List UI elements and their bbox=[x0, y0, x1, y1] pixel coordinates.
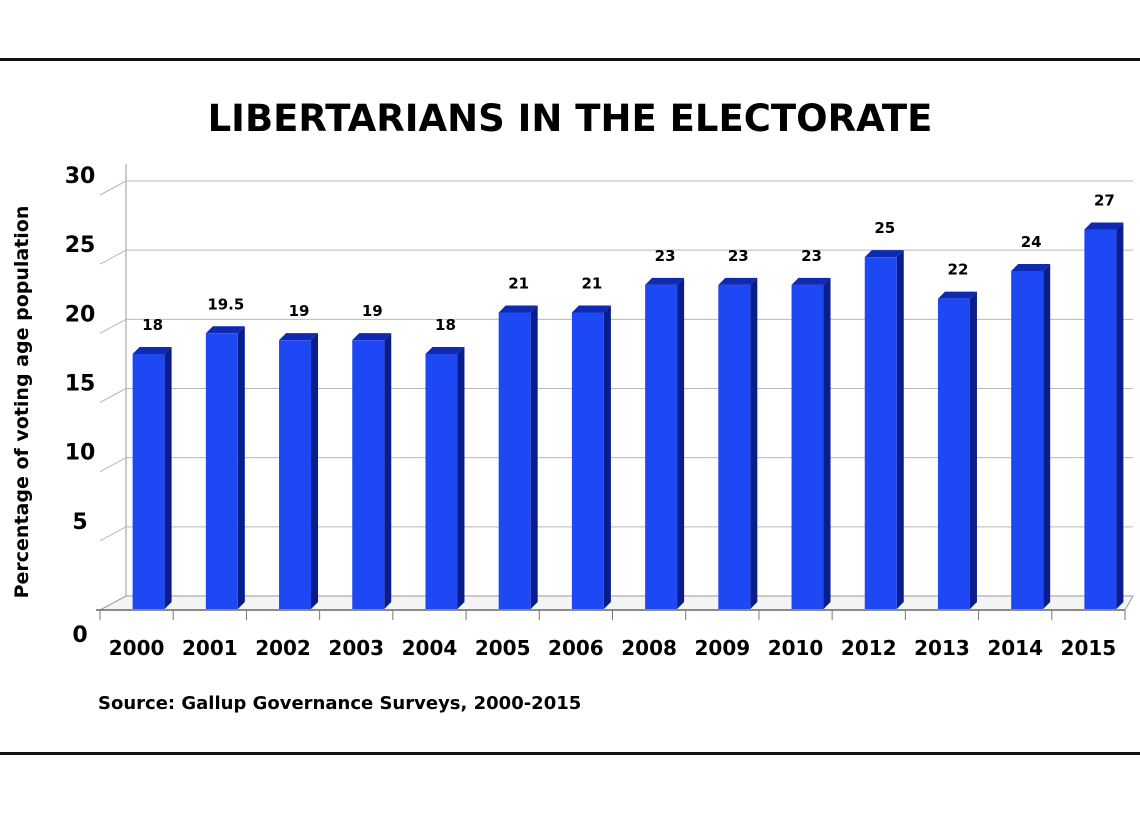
data-label: 18 bbox=[435, 316, 456, 334]
data-label: 19 bbox=[362, 302, 383, 320]
x-tick-label: 2005 bbox=[475, 636, 531, 660]
bar-side bbox=[896, 250, 904, 609]
data-label: 25 bbox=[874, 219, 895, 237]
top-rule bbox=[0, 58, 1140, 61]
bar bbox=[937, 298, 970, 609]
bar bbox=[132, 354, 165, 609]
data-label: 24 bbox=[1021, 233, 1042, 251]
bar-side bbox=[823, 277, 831, 609]
gridline-depth bbox=[99, 180, 127, 196]
y-tick-label: 5 bbox=[72, 510, 87, 535]
bar-side bbox=[164, 347, 172, 609]
x-tick-label: 2004 bbox=[402, 636, 458, 660]
bar-top bbox=[571, 305, 611, 313]
bar bbox=[645, 284, 678, 609]
x-tick-label: 2010 bbox=[768, 636, 824, 660]
x-tick-label: 2014 bbox=[987, 636, 1043, 660]
y-tick-label: 0 bbox=[72, 623, 87, 648]
data-label: 23 bbox=[655, 247, 676, 265]
bar-top bbox=[205, 326, 245, 334]
bar-side bbox=[603, 305, 611, 609]
data-label: 21 bbox=[508, 275, 529, 293]
bar-top bbox=[498, 305, 538, 313]
gridline-depth bbox=[99, 388, 127, 403]
gridline-depth bbox=[99, 526, 127, 542]
bar-top bbox=[937, 291, 977, 299]
bar bbox=[1011, 271, 1044, 609]
y-tick-label: 25 bbox=[65, 233, 96, 258]
bar bbox=[205, 333, 238, 609]
bar-side bbox=[237, 326, 245, 609]
x-tick-label: 2012 bbox=[841, 636, 897, 660]
bar bbox=[1084, 229, 1117, 609]
bar-top bbox=[791, 277, 831, 285]
bar-top bbox=[1084, 222, 1124, 230]
bar-side bbox=[530, 305, 538, 609]
bar-side bbox=[384, 333, 392, 609]
x-tick-label: 2001 bbox=[182, 636, 238, 660]
data-label: 19 bbox=[289, 302, 310, 320]
bar-side bbox=[311, 333, 319, 609]
gridline-depth bbox=[99, 457, 127, 473]
bar-side bbox=[969, 291, 977, 609]
x-tick-label: 2013 bbox=[914, 636, 970, 660]
data-label: 23 bbox=[801, 247, 822, 265]
bar-side bbox=[1116, 222, 1124, 609]
x-tick-label: 2002 bbox=[255, 636, 311, 660]
bar-top bbox=[425, 347, 465, 354]
bar-top bbox=[279, 333, 319, 341]
x-tick-label: 2003 bbox=[328, 636, 384, 660]
data-label: 27 bbox=[1094, 192, 1115, 210]
data-label: 18 bbox=[142, 316, 163, 334]
y-tick-label: 30 bbox=[65, 164, 96, 189]
bar-top bbox=[132, 347, 172, 354]
chart-floor bbox=[99, 595, 1134, 611]
bar-top bbox=[864, 250, 904, 258]
bar bbox=[279, 340, 312, 609]
x-tick-label: 2015 bbox=[1061, 636, 1117, 660]
bar bbox=[791, 284, 824, 609]
gridline-depth bbox=[99, 249, 127, 265]
x-tick-label: 2006 bbox=[548, 636, 604, 660]
bar-top bbox=[645, 277, 685, 285]
bar-top bbox=[352, 333, 392, 341]
data-label: 19.5 bbox=[207, 295, 244, 313]
data-label: 22 bbox=[948, 261, 969, 279]
bottom-rule bbox=[0, 752, 1140, 755]
y-tick-label: 15 bbox=[65, 372, 96, 397]
x-tick-label: 2008 bbox=[621, 636, 677, 660]
data-label: 23 bbox=[728, 247, 749, 265]
bar-side bbox=[1043, 264, 1051, 609]
bar-top bbox=[718, 277, 758, 285]
bar-side bbox=[750, 277, 758, 609]
x-tick-label: 2009 bbox=[694, 636, 750, 660]
gridline-depth bbox=[99, 318, 127, 334]
data-label: 21 bbox=[581, 275, 602, 293]
y-tick-label: 20 bbox=[65, 302, 96, 327]
bar-side bbox=[457, 347, 465, 609]
bar-side bbox=[677, 277, 685, 609]
y-tick-label: 10 bbox=[65, 441, 96, 466]
chart-title: LIBERTARIANS IN THE ELECTORATE bbox=[207, 97, 933, 140]
bar bbox=[498, 312, 531, 609]
bar-top bbox=[1011, 264, 1051, 271]
bar bbox=[718, 284, 751, 609]
bar bbox=[864, 257, 897, 609]
bar bbox=[352, 340, 385, 609]
bar bbox=[571, 312, 604, 609]
x-tick-label: 2000 bbox=[109, 636, 165, 660]
bar bbox=[425, 354, 458, 609]
source-note: Source: Gallup Governance Surveys, 2000-… bbox=[98, 693, 582, 714]
